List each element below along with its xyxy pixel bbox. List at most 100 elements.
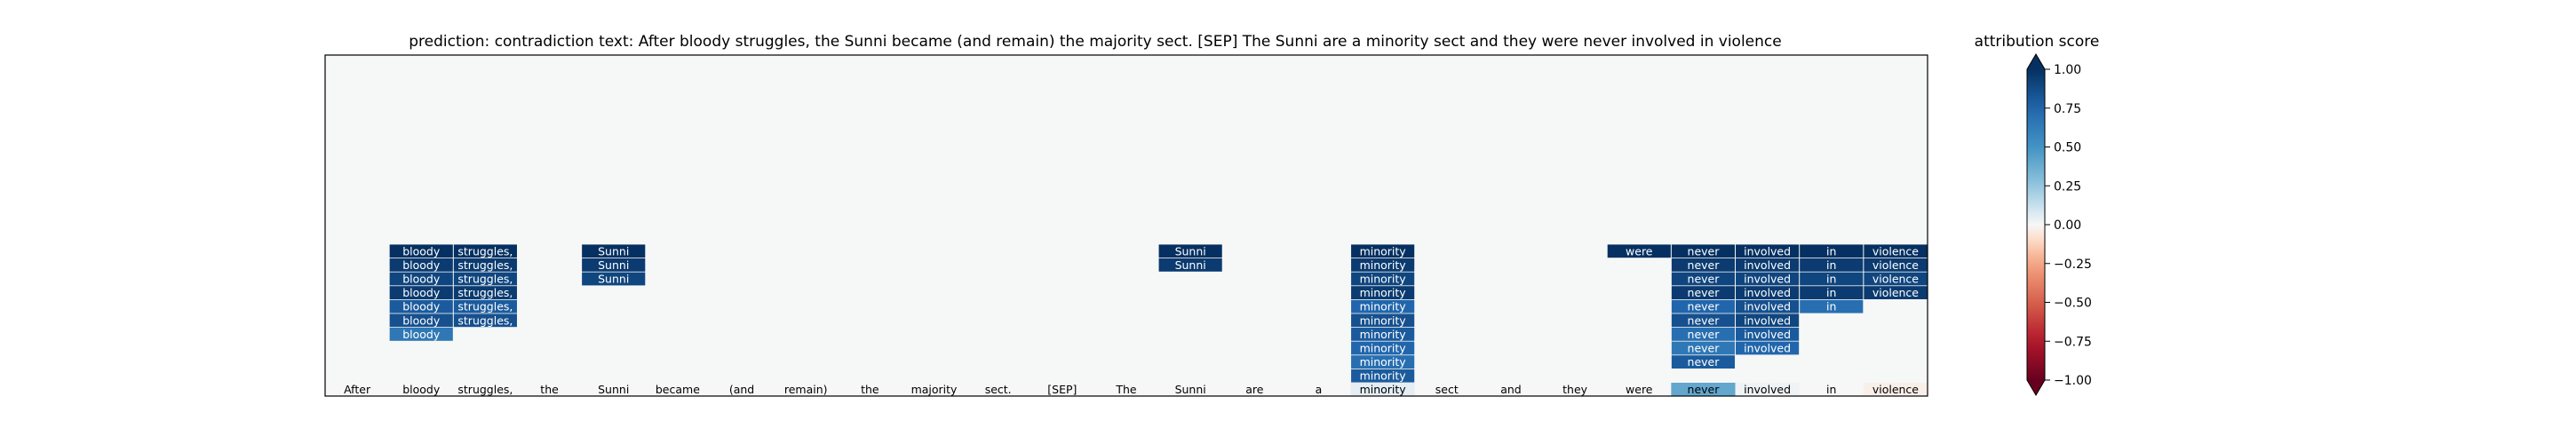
attribution-cell-label: minority [1360,313,1407,327]
base-token-label: never [1688,383,1721,396]
attribution-cell-label: minority [1360,244,1407,258]
colorbar-tick-label: −0.75 [2054,335,2092,349]
colorbar-tick-label: 0.50 [2054,141,2081,155]
attribution-cell [1800,286,1864,299]
attribution-cell [1671,272,1736,286]
colorbar-extend-min [2027,380,2045,395]
base-cell [325,383,390,396]
base-cell [1607,383,1672,396]
attribution-cell [1864,244,1928,258]
attribution-cell-label: bloody [402,258,441,272]
attribution-cell [582,272,646,286]
attribution-cell-label: violence [1872,286,1919,299]
attribution-cell [453,258,517,272]
attribution-cell-label: bloody [402,244,441,258]
attribution-cell [1351,244,1415,258]
attribution-cell-label: minority [1360,342,1407,355]
base-token-label: are [1245,383,1264,396]
attribution-cell-label: bloody [402,286,441,299]
attribution-cell [1800,258,1864,272]
base-cell [1799,383,1864,396]
attribution-cell-label: involved [1744,313,1791,327]
attribution-cell [1864,286,1928,299]
base-token-label: involved [1744,383,1791,396]
base-cell [774,383,839,396]
attribution-cell [453,244,517,258]
attribution-cell [1671,258,1736,272]
attribution-cell-label: minority [1360,369,1407,383]
attribution-cell [1671,286,1736,299]
attribution-cell-label: involved [1744,328,1791,341]
attribution-cell [1736,341,1800,355]
colorbar-label: attribution score [1975,33,2100,51]
base-token-label: minority [1360,383,1407,396]
colorbar-tick-label: 0.00 [2054,218,2081,233]
attribution-cell [389,313,453,328]
base-cell [1030,383,1094,396]
attribution-cell [1736,258,1800,272]
attribution-cell-label: struggles, [457,273,513,286]
attribution-cell-label: violence [1872,244,1919,258]
attribution-cell-label: bloody [402,328,441,341]
attribution-cell-label: never [1688,300,1721,313]
attribution-cell-label: in [1826,244,1836,258]
base-token-label: the [861,383,879,396]
base-cell [1735,383,1800,396]
chart-title: prediction: contradiction text: After bl… [409,33,1781,51]
base-token-label: sect [1435,383,1459,396]
attribution-cell-label: Sunni [1175,244,1206,258]
base-token-label: a [1316,383,1323,396]
base-token-label: struggles, [457,383,513,396]
base-cell [389,383,454,396]
attribution-cell-label: never [1688,328,1721,341]
attribution-cell [389,328,453,341]
attribution-cell-label: in [1826,273,1836,286]
attribution-cell-label: minority [1360,300,1407,313]
base-cell [453,383,518,396]
attribution-cell-label: struggles, [457,300,513,313]
base-token-label: The [1115,383,1137,396]
attribution-cell-label: Sunni [598,273,629,286]
attribution-cell-label: minority [1360,286,1407,299]
colorbar-tick-label: −1.00 [2054,374,2092,388]
attribution-cell-label: involved [1744,258,1791,272]
attribution-cell [1736,286,1800,299]
heatmap-cells: After bloody struggles, the Sunni became (and r… [325,244,1928,396]
base-cell [1158,383,1223,396]
attribution-cell [582,244,646,258]
base-token-label: in [1826,383,1836,396]
attribution-cell [453,286,517,299]
attribution-cell-label: never [1688,273,1721,286]
base-token-label: became [656,383,700,396]
attribution-cell-label: never [1688,313,1721,327]
attribution-cell [1351,369,1415,383]
attribution-cell-label: minority [1360,328,1407,341]
attribution-cell [1736,299,1800,313]
attribution-cell [1736,244,1800,258]
base-token-label: were [1626,383,1653,396]
attribution-cell-label: violence [1872,258,1919,272]
base-token-label: remain) [784,383,828,396]
attribution-cell-label: were [1626,244,1653,258]
base-cell [1671,383,1736,396]
base-token-label: Sunni [1175,383,1206,396]
colorbar-tick-label: −0.50 [2054,297,2092,311]
attribution-cell [1864,258,1928,272]
plot-area [325,55,1928,396]
attribution-cell [1671,244,1736,258]
attribution-cell-label: involved [1744,244,1791,258]
attribution-cell [1736,313,1800,328]
attribution-cell [1864,272,1928,286]
attribution-cell-label: violence [1872,273,1919,286]
attribution-cell-label: struggles, [457,258,513,272]
base-token-label: (and [729,383,754,396]
colorbar-extend-max [2027,54,2045,69]
attribution-cell-label: involved [1744,273,1791,286]
attribution-cell [1351,341,1415,355]
attribution-cell-label: in [1826,300,1836,313]
attribution-cell-label: involved [1744,342,1791,355]
colorbar-tick-label: 0.25 [2054,179,2081,194]
attribution-cell [1351,272,1415,286]
attribution-cell [1158,244,1222,258]
attribution-cell [389,258,453,272]
